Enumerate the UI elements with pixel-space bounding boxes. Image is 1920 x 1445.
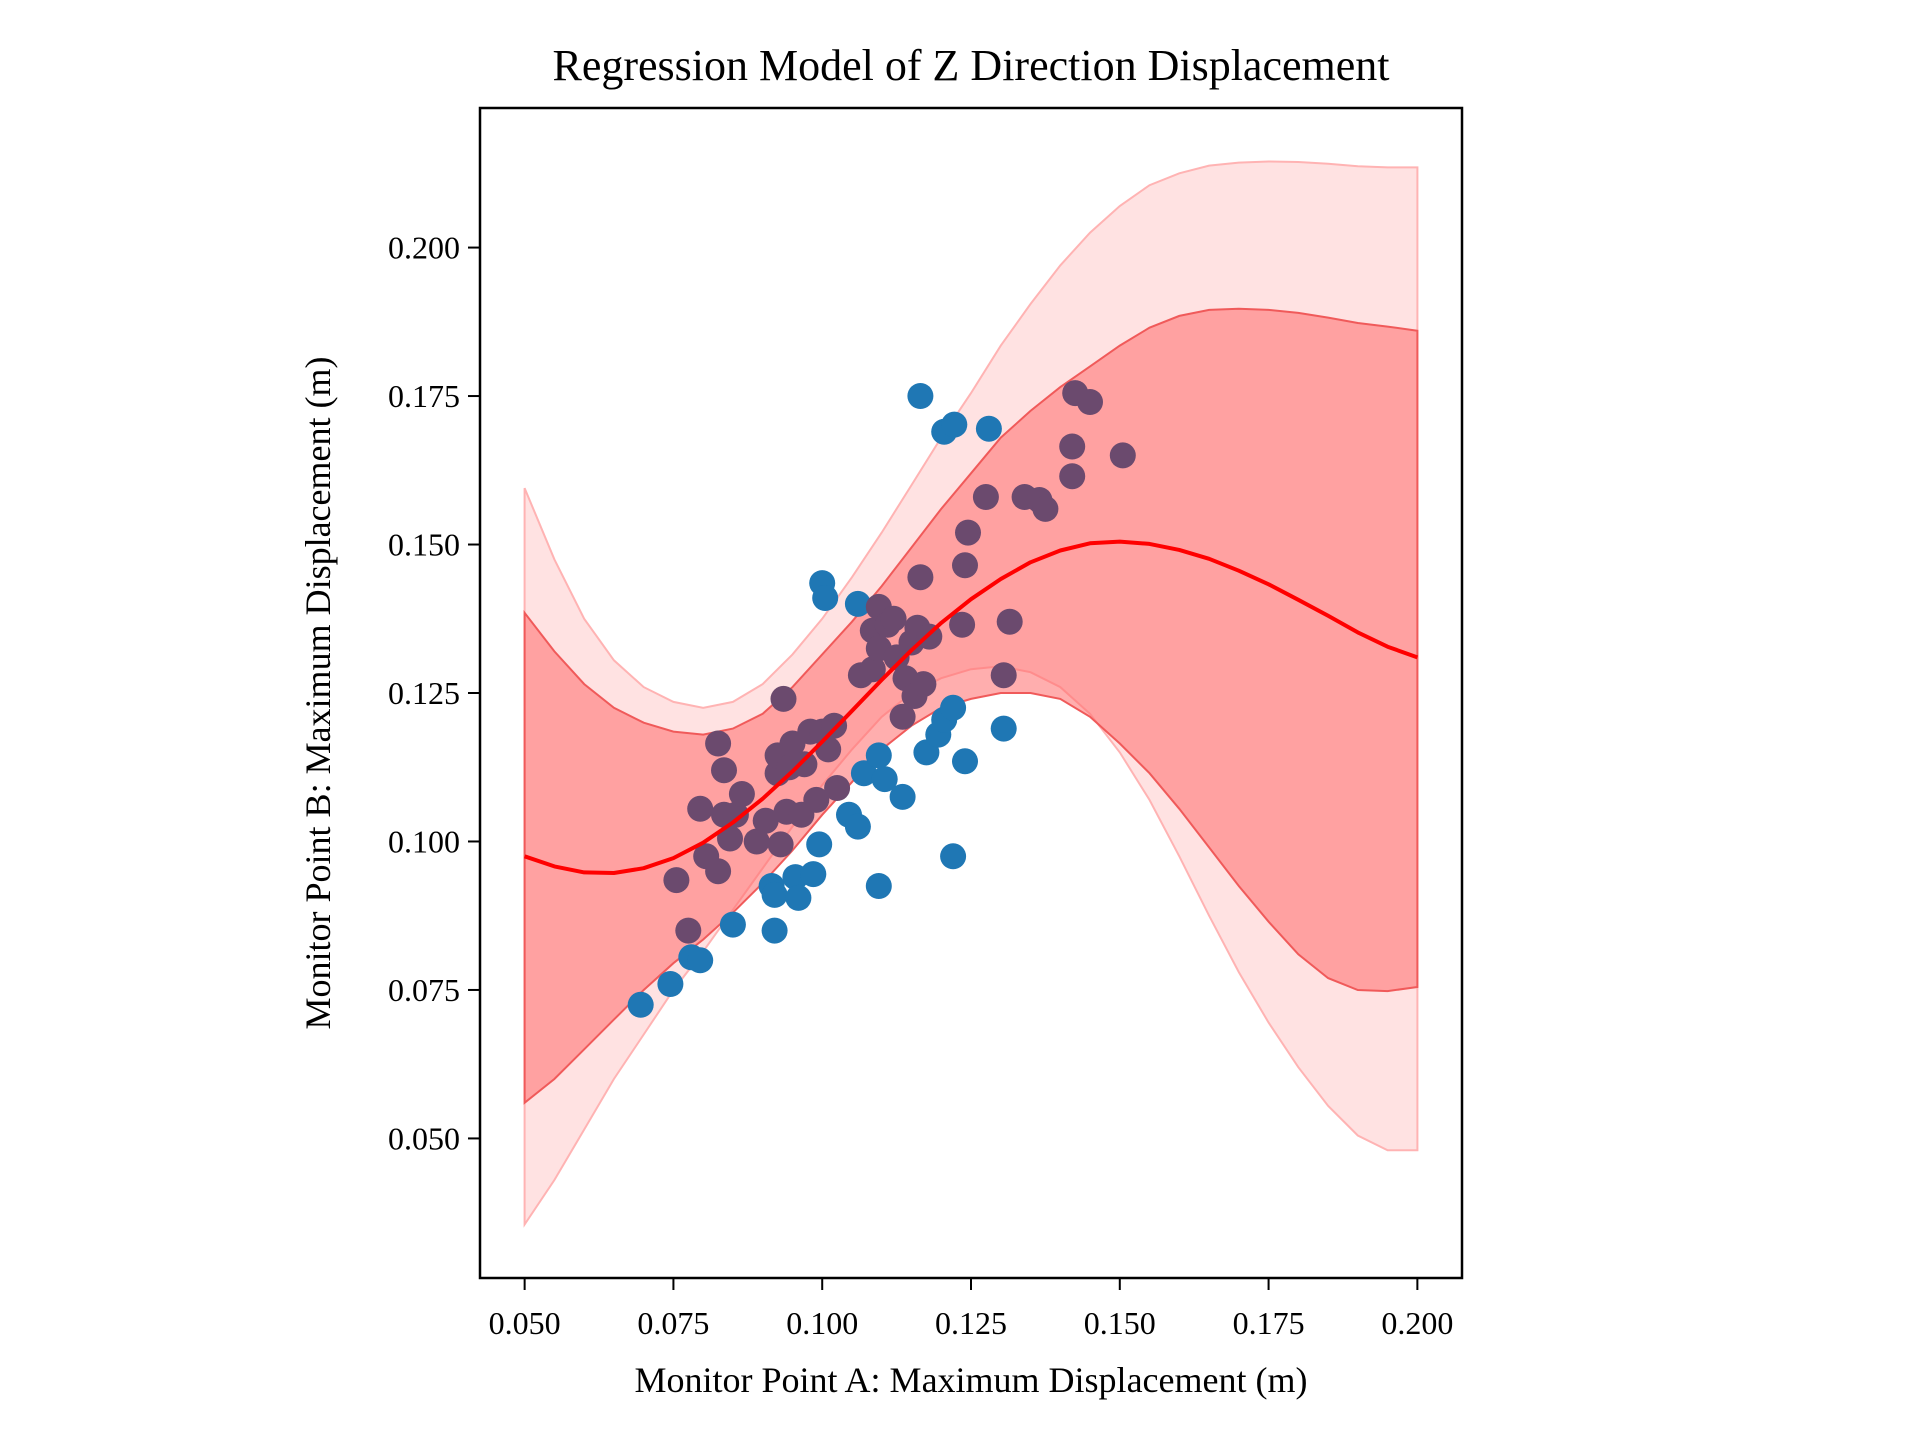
x-tick-label: 0.100 xyxy=(786,1305,858,1341)
data-point xyxy=(711,757,737,784)
data-point xyxy=(627,991,654,1018)
data-point xyxy=(806,831,833,858)
data-point xyxy=(949,611,976,638)
x-tick-label: 0.175 xyxy=(1233,1305,1305,1341)
data-point xyxy=(812,585,839,611)
y-tick-label: 0.125 xyxy=(388,675,460,711)
y-tick-label: 0.075 xyxy=(388,972,460,1008)
x-tick-label: 0.050 xyxy=(489,1305,561,1341)
data-point xyxy=(687,795,714,822)
data-point xyxy=(770,685,797,712)
data-point xyxy=(728,781,755,807)
data-point xyxy=(865,873,892,899)
data-point xyxy=(865,742,892,769)
data-point xyxy=(940,694,967,721)
data-point xyxy=(907,564,934,591)
data-point xyxy=(996,608,1023,635)
data-point xyxy=(705,730,732,757)
y-tick-label: 0.200 xyxy=(388,230,460,266)
data-point xyxy=(761,917,788,944)
data-point xyxy=(871,766,898,793)
data-point xyxy=(952,748,978,775)
data-point xyxy=(824,775,851,801)
data-point xyxy=(803,786,830,813)
data-point xyxy=(972,484,999,510)
data-point xyxy=(880,605,907,632)
data-point xyxy=(889,703,916,730)
data-point xyxy=(791,751,818,778)
data-point xyxy=(955,519,981,546)
data-point xyxy=(821,712,848,739)
inner-confidence-band xyxy=(523,307,1419,1105)
data-point xyxy=(675,917,702,944)
data-point xyxy=(952,552,978,579)
data-point xyxy=(990,662,1017,689)
data-point xyxy=(761,881,788,908)
data-point xyxy=(663,867,690,894)
data-point xyxy=(717,825,743,852)
data-point xyxy=(1077,389,1103,415)
data-point xyxy=(990,715,1017,742)
data-point xyxy=(1109,442,1136,469)
data-point xyxy=(1059,433,1086,460)
data-point xyxy=(743,828,770,855)
data-point xyxy=(850,760,877,787)
regression-line xyxy=(523,539,1419,875)
y-tick-label: 0.050 xyxy=(388,1120,460,1156)
data-point xyxy=(815,736,842,763)
data-point xyxy=(975,415,1002,442)
x-axis: 0.050 0.075 0.100 0.125 0.150 0.175 0.200 xyxy=(489,1278,1453,1341)
data-point xyxy=(722,801,749,828)
data-point xyxy=(687,947,714,974)
y-tick-label: 0.175 xyxy=(388,378,460,414)
data-point xyxy=(941,411,968,438)
plot-area xyxy=(523,160,1419,1228)
data-point xyxy=(657,971,684,997)
data-point xyxy=(752,807,779,834)
x-tick-label: 0.150 xyxy=(1084,1305,1156,1341)
data-point xyxy=(800,861,827,888)
data-point xyxy=(910,671,937,698)
data-point xyxy=(844,590,871,617)
data-point xyxy=(1032,495,1059,522)
data-point xyxy=(859,656,886,683)
data-point xyxy=(940,843,967,870)
x-tick-label: 0.075 xyxy=(637,1305,709,1341)
x-tick-label: 0.200 xyxy=(1381,1305,1453,1341)
data-point xyxy=(705,858,732,885)
data-point xyxy=(785,884,812,911)
data-point xyxy=(1059,463,1086,490)
data-point xyxy=(844,813,871,840)
y-tick-label: 0.100 xyxy=(388,823,460,859)
data-point xyxy=(767,831,794,858)
x-axis-label: Monitor Point A: Maximum Displacement (m… xyxy=(635,1360,1308,1400)
data-point xyxy=(719,911,746,938)
y-axis-label: Monitor Point B: Maximum Displacement (m… xyxy=(298,357,338,1030)
x-tick-label: 0.125 xyxy=(935,1305,1007,1341)
data-point xyxy=(907,383,934,409)
chart-title: Regression Model of Z Direction Displace… xyxy=(552,41,1389,90)
data-point xyxy=(889,783,916,810)
y-axis: 0.050 0.075 0.100 0.125 0.150 0.175 0.200 xyxy=(388,230,480,1156)
y-tick-label: 0.150 xyxy=(388,527,460,563)
